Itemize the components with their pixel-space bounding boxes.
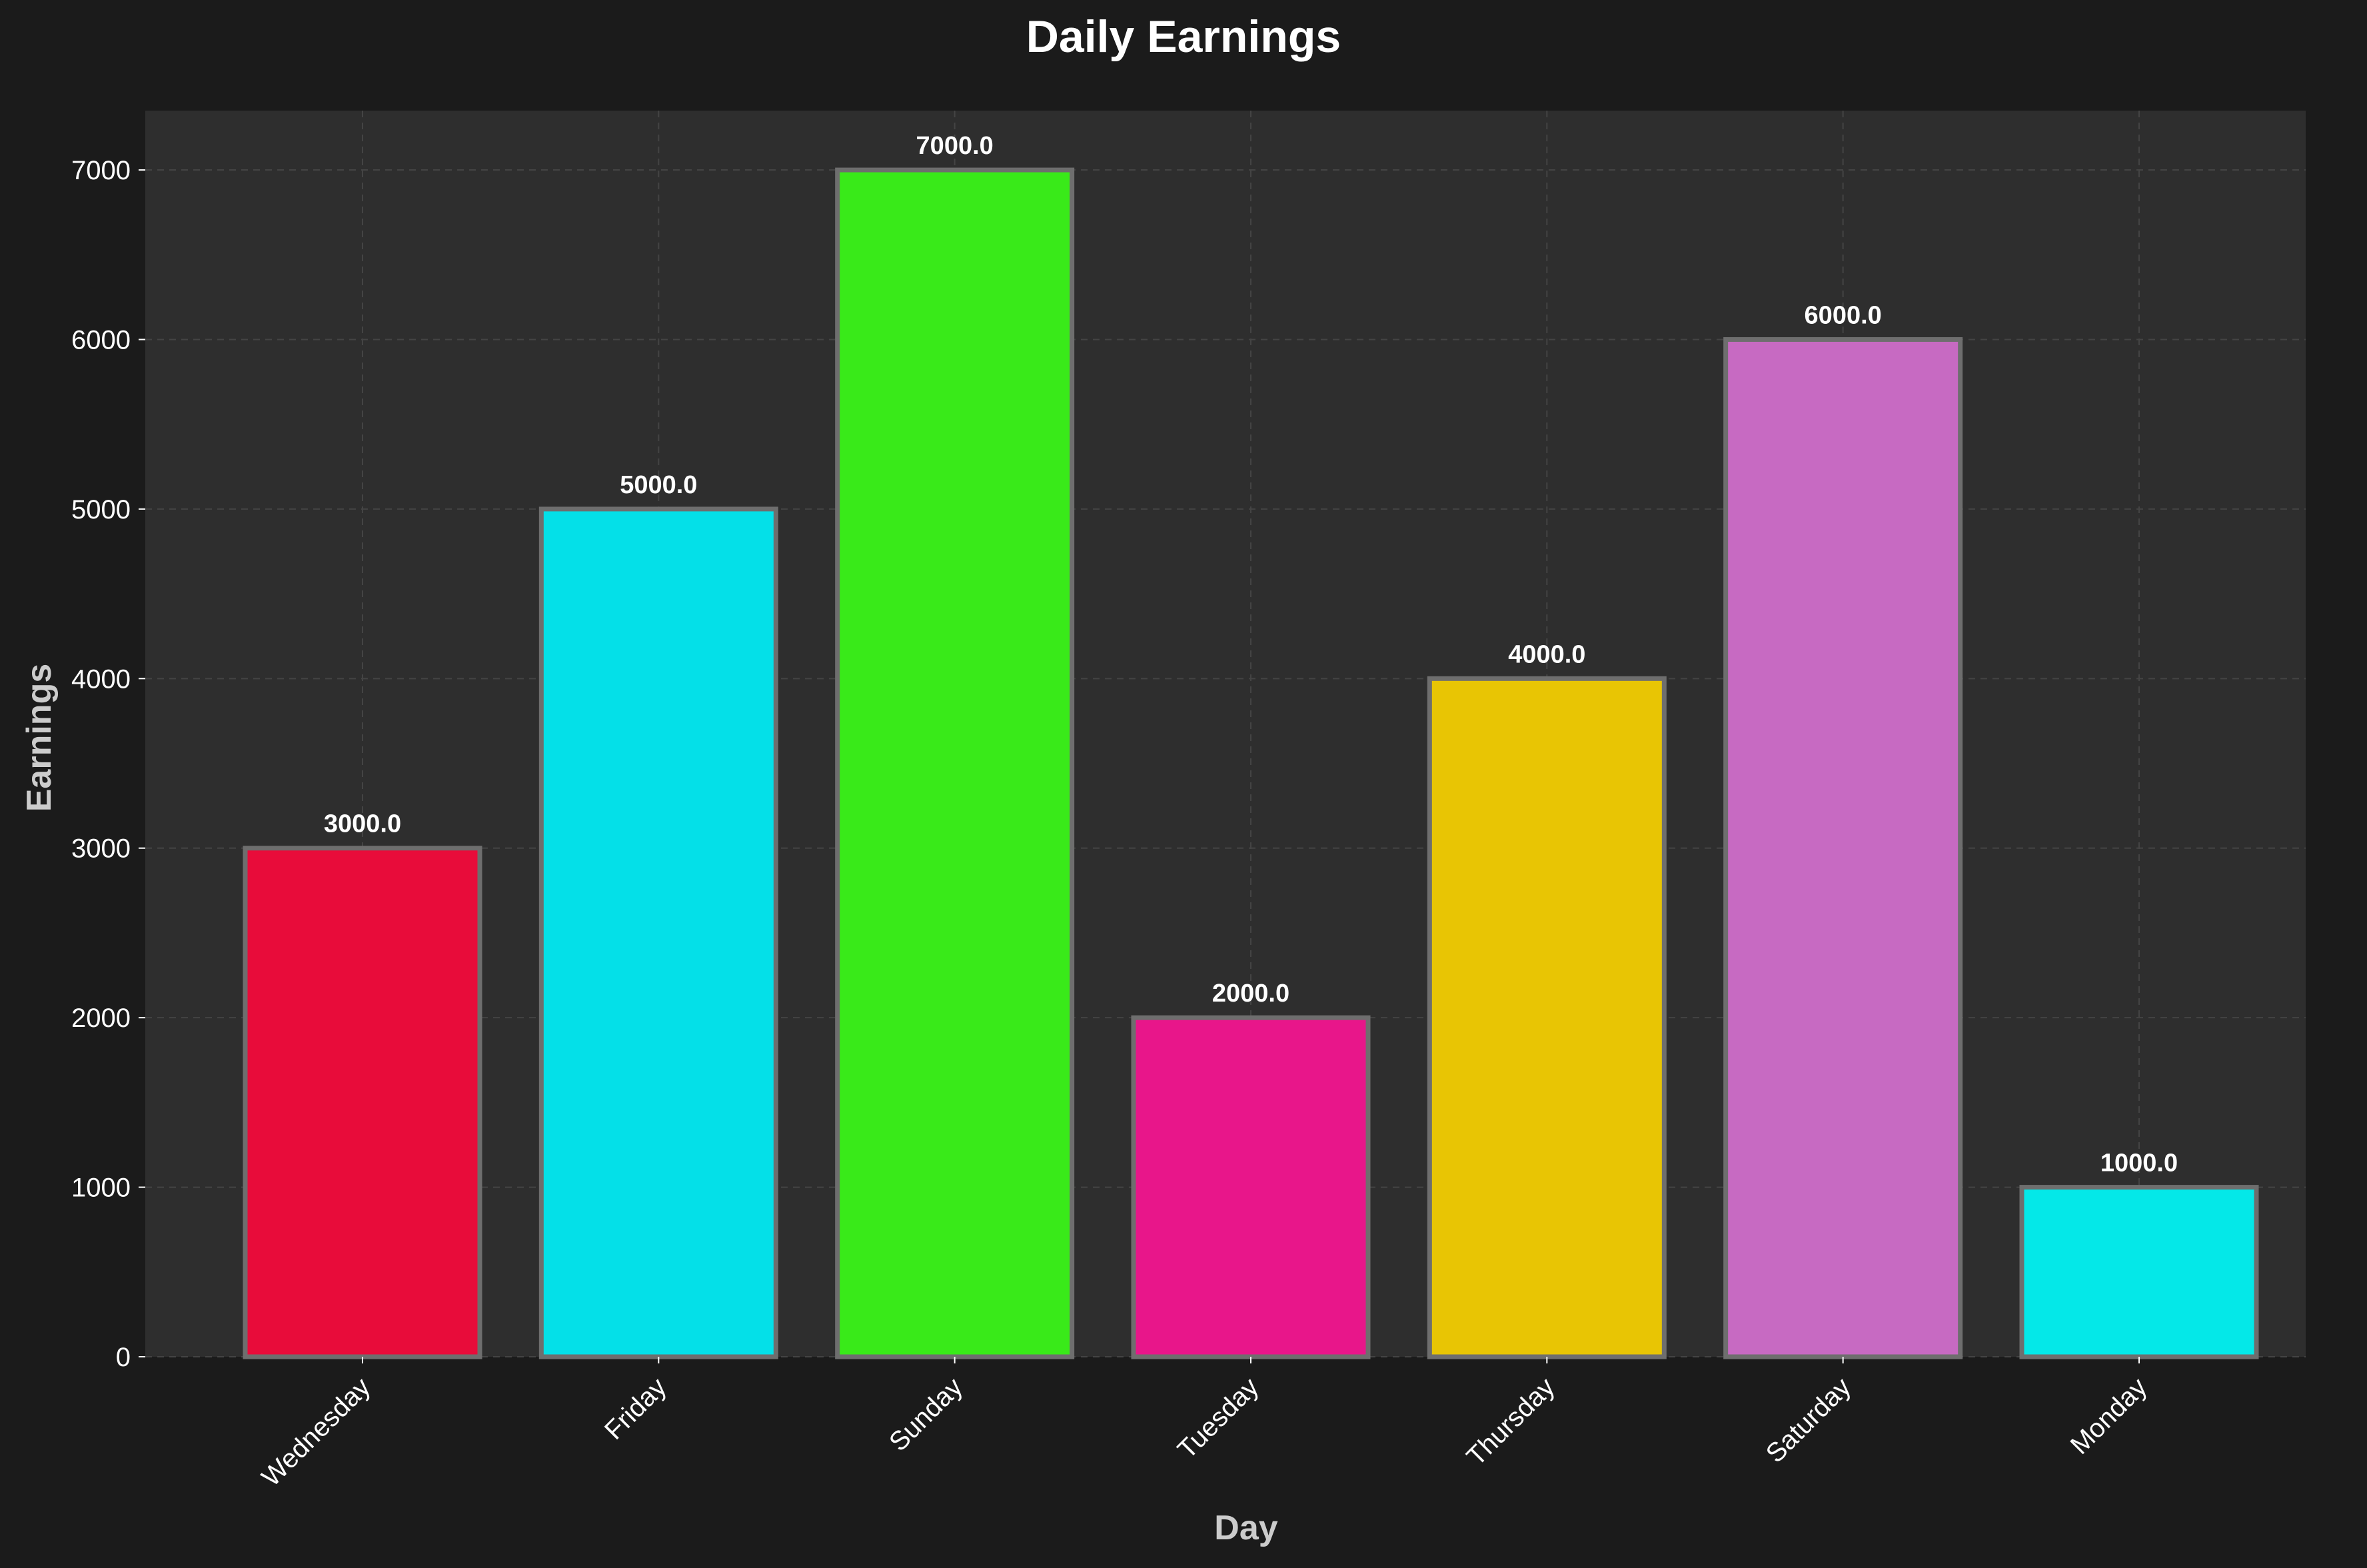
bar-value-label: 7000.0 xyxy=(916,132,994,160)
y-tick-label: 6000 xyxy=(71,325,131,355)
x-axis-label: Day xyxy=(1214,1509,1277,1547)
y-tick-label: 7000 xyxy=(71,156,131,185)
y-axis-label: Earnings xyxy=(20,664,59,812)
bar-value-label: 4000.0 xyxy=(1508,640,1585,668)
bar-value-label: 3000.0 xyxy=(324,810,401,838)
bars xyxy=(243,167,2259,1359)
bar-value-label: 1000.0 xyxy=(2100,1150,2178,1177)
bar-value-label: 5000.0 xyxy=(620,471,697,499)
y-tick-label: 1000 xyxy=(71,1174,131,1203)
y-tick-label: 4000 xyxy=(71,664,131,694)
bar-value-labels: 3000.0 5000.0 7000.0 2000.0 4000.0 6000.0 1000… xyxy=(324,132,2178,1177)
bar-wednesday xyxy=(243,846,482,1359)
y-tick-label: 0 xyxy=(116,1343,131,1372)
chart-title: Daily Earnings xyxy=(1026,11,1341,62)
bar-sunday xyxy=(835,167,1075,1359)
y-tick-label: 5000 xyxy=(71,495,131,524)
bar-tuesday xyxy=(1131,1015,1371,1359)
bar-value-label: 6000.0 xyxy=(1805,301,1882,329)
bar-friday xyxy=(538,506,778,1359)
bar-monday xyxy=(2019,1185,2259,1359)
y-tick-label: 3000 xyxy=(71,834,131,864)
y-tick-label: 2000 xyxy=(71,1004,131,1033)
bar-value-label: 2000.0 xyxy=(1212,980,1289,1008)
y-axis-ticks: 0 1000 2000 3000 4000 5000 6000 7000 xyxy=(71,156,145,1372)
bar-saturday xyxy=(1723,337,1963,1359)
bar-thursday xyxy=(1427,676,1667,1359)
